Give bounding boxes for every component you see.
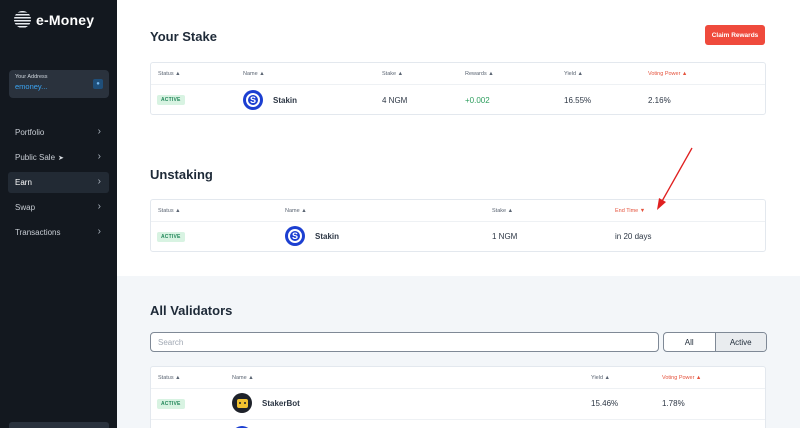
header-name[interactable]: Name ▲ (243, 71, 265, 77)
address-card[interactable]: Your Address emoney... ● (9, 70, 109, 98)
sidebar-item-portfolio[interactable]: Portfolio › (8, 122, 109, 143)
address-value: emoney... (15, 82, 48, 91)
header-yield[interactable]: Yield ▲ (564, 71, 583, 77)
chevron-right-icon: › (97, 126, 101, 137)
brand-logo[interactable]: e-Money (14, 11, 94, 28)
stake-amount: 4 NGM (382, 96, 408, 105)
validator-name: StakerBot (262, 399, 300, 408)
status-badge: ACTIVE (157, 232, 185, 242)
header-stake[interactable]: Stake ▲ (492, 208, 514, 214)
status-badge: ACTIVE (157, 399, 185, 409)
filter-all-button[interactable]: All (684, 337, 694, 347)
yield-value: 15.46% (591, 399, 619, 408)
sidebar-item-public-sale[interactable]: Public Sale ➤ › (8, 147, 109, 168)
robot-icon (236, 398, 248, 408)
sidebar-item-label: Earn (15, 178, 32, 187)
header-name[interactable]: Name ▲ (232, 375, 254, 381)
search-input[interactable] (150, 332, 659, 352)
status-badge: ACTIVE (157, 95, 185, 105)
chevron-right-icon: › (97, 151, 101, 162)
unstaking-title: Unstaking (150, 167, 213, 182)
your-stake-title: Your Stake (150, 29, 217, 44)
claim-rewards-button[interactable]: Claim Rewards (705, 25, 765, 45)
user-icon[interactable]: ● (93, 79, 103, 89)
validator-avatar: S (285, 226, 305, 246)
address-label: Your Address (15, 74, 48, 80)
unstake-amount: 1 NGM (492, 232, 518, 241)
header-rewards[interactable]: Rewards ▲ (465, 71, 494, 77)
sidebar-item-label: Portfolio (15, 128, 45, 137)
table-header: Status ▲ Name ▲ Stake ▲ End Time ▼ (151, 200, 765, 222)
stakin-logo-icon: S (246, 93, 260, 107)
filter-active-button[interactable]: Active (714, 333, 766, 351)
sidebar-item-label: Swap (15, 203, 36, 212)
all-validators-title: All Validators (150, 303, 233, 318)
voting-power-value: 1.78% (662, 399, 685, 408)
validator-name: Stakin (315, 232, 340, 241)
sidebar-nav: Portfolio › Public Sale ➤ › Earn › Swap … (0, 122, 117, 247)
end-time-value: in 20 days (615, 232, 652, 241)
sidebar-item-transactions[interactable]: Transactions › (8, 222, 109, 243)
unstaking-table: Status ▲ Name ▲ Stake ▲ End Time ▼ ACTIV… (150, 199, 766, 252)
brand-name: e-Money (36, 11, 95, 28)
chevron-right-icon: › (97, 176, 101, 187)
your-stake-table: Status ▲ Name ▲ Stake ▲ Rewards ▲ Yield … (150, 62, 766, 115)
validator-filter-toggle: All Active (663, 332, 767, 352)
sidebar-item-label: Transactions (15, 228, 61, 237)
table-row[interactable]: ACTIVE S Stakin 1 NGM in 20 days (151, 222, 765, 252)
rewards-amount: +0.002 (465, 96, 490, 105)
chevron-right-icon: › (97, 201, 101, 212)
table-header: Status ▲ Name ▲ Yield ▲ Voting Power ▲ (151, 367, 765, 389)
rocket-icon: ➤ (58, 154, 64, 162)
validator-name: Stakin (273, 96, 298, 105)
header-voting-power[interactable]: Voting Power ▲ (662, 375, 702, 381)
table-row[interactable]: ACTIVE StakerBot 15.46% 1.78% (151, 389, 765, 419)
sidebar-footer-card[interactable] (9, 422, 109, 428)
header-status[interactable]: Status ▲ (158, 208, 181, 214)
validators-table: Status ▲ Name ▲ Yield ▲ Voting Power ▲ A… (150, 366, 766, 428)
sidebar-item-swap[interactable]: Swap › (8, 197, 109, 218)
sidebar-item-label: Public Sale (15, 153, 56, 162)
header-stake[interactable]: Stake ▲ (382, 71, 404, 77)
annotation-arrow-icon (657, 147, 693, 210)
chevron-right-icon: › (97, 226, 101, 237)
table-row[interactable] (151, 419, 765, 428)
header-status[interactable]: Status ▲ (158, 375, 181, 381)
stakin-logo-icon: S (288, 229, 302, 243)
validator-avatar (232, 426, 252, 428)
table-header: Status ▲ Name ▲ Stake ▲ Rewards ▲ Yield … (151, 63, 765, 85)
voting-power-value: 2.16% (648, 96, 671, 105)
header-voting-power[interactable]: Voting Power ▲ (648, 71, 688, 77)
header-status[interactable]: Status ▲ (158, 71, 181, 77)
validator-avatar: S (243, 90, 263, 110)
table-row[interactable]: ACTIVE S Stakin 4 NGM +0.002 16.55% 2.16… (151, 85, 765, 115)
yield-value: 16.55% (564, 96, 592, 105)
emoney-logo-icon (14, 11, 31, 28)
staking-section: Your Stake Claim Rewards Status ▲ Name ▲… (117, 0, 800, 276)
validator-avatar (232, 393, 252, 413)
sidebar: e-Money Your Address emoney... ● Portfol… (0, 0, 117, 428)
header-end-time[interactable]: End Time ▼ (615, 208, 646, 214)
header-yield[interactable]: Yield ▲ (591, 375, 610, 381)
header-name[interactable]: Name ▲ (285, 208, 307, 214)
sidebar-item-earn[interactable]: Earn › (8, 172, 109, 193)
